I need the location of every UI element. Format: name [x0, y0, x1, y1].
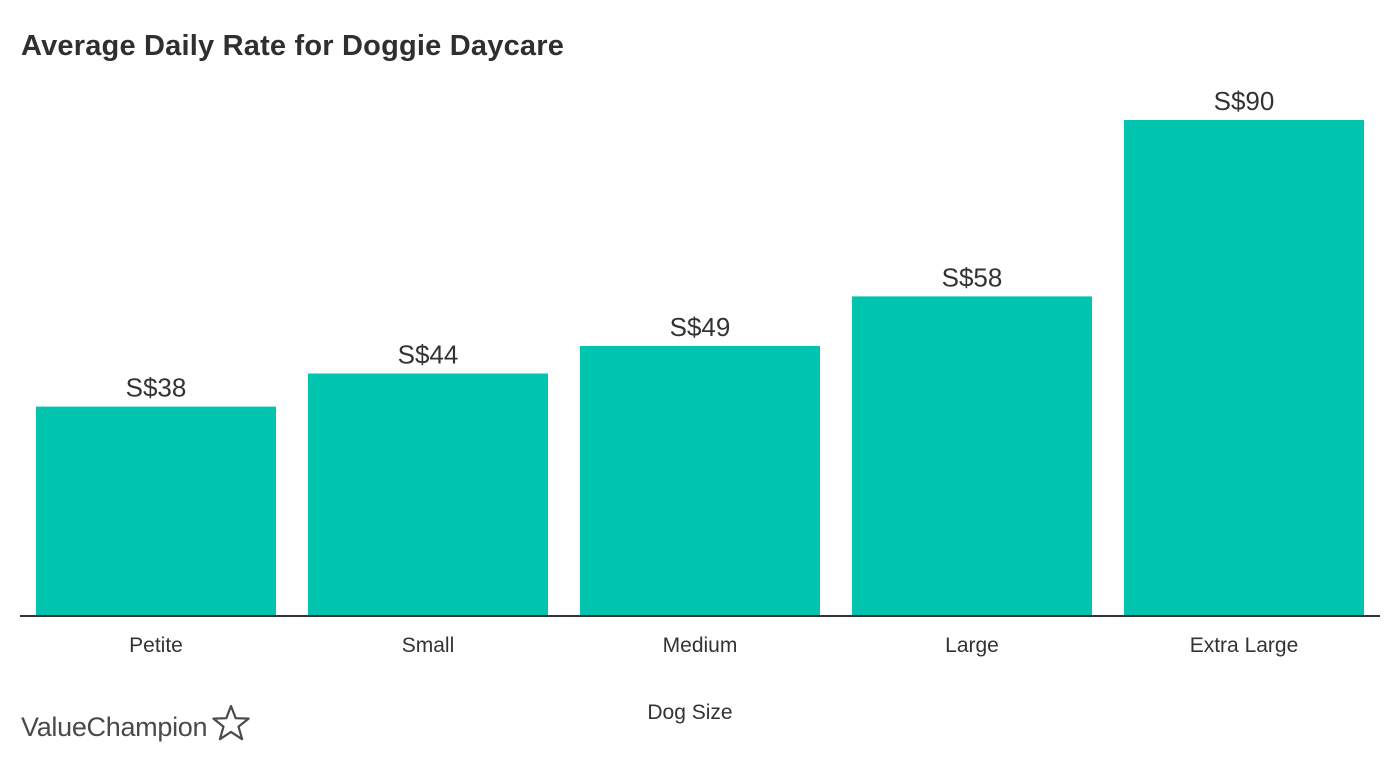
- bar-petite: [36, 406, 276, 616]
- brand-logo-text: ValueChampion: [21, 711, 208, 742]
- data-label: S$38: [126, 373, 187, 403]
- bar-large: [852, 296, 1092, 616]
- bar-medium: [580, 346, 820, 616]
- x-tick-label: Extra Large: [1190, 634, 1299, 657]
- bars-layer: S$38 S$44 S$49 S$58 S$90: [36, 86, 1364, 616]
- bar-extra-large: [1124, 120, 1364, 616]
- x-tick-label: Small: [402, 634, 455, 657]
- brand-logo: ValueChampion: [21, 703, 251, 751]
- chart-title: Average Daily Rate for Doggie Daycare: [21, 30, 565, 62]
- data-label: S$44: [398, 340, 459, 370]
- x-axis-title: Dog Size: [647, 701, 732, 724]
- data-label: S$49: [670, 312, 731, 342]
- data-label: S$90: [1214, 86, 1275, 116]
- data-label: S$58: [942, 262, 1003, 292]
- x-tick-label: Medium: [663, 634, 738, 657]
- bar-small: [308, 373, 548, 616]
- star-icon: [212, 704, 250, 741]
- x-tick-label: Petite: [129, 634, 183, 657]
- tick-labels-layer: Petite Small Medium Large Extra Large: [129, 634, 1298, 657]
- x-tick-label: Large: [945, 634, 999, 657]
